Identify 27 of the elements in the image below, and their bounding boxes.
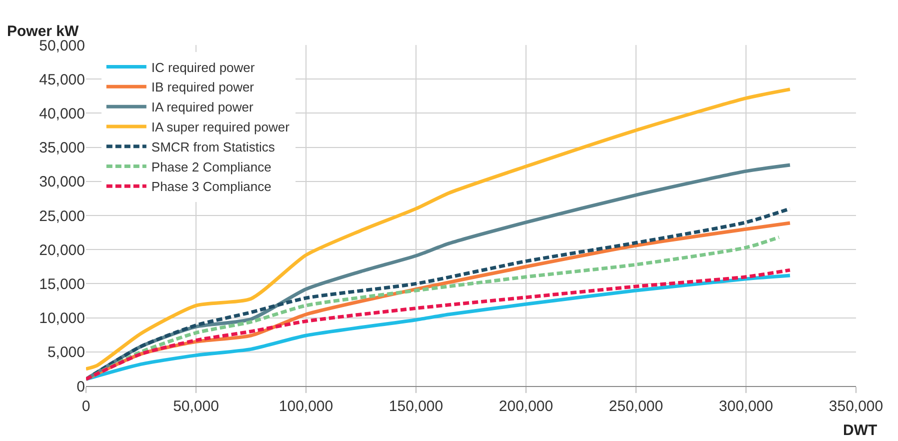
- x-tick-label: 50,000: [173, 398, 219, 415]
- legend-label: IA super required power: [151, 120, 290, 135]
- x-tick-label: 350,000: [828, 398, 884, 415]
- y-tick-label: 5,000: [47, 344, 85, 362]
- y-tick-label: 20,000: [39, 242, 85, 259]
- x-tick-label: 300,000: [718, 398, 774, 415]
- legend-label: IA required power: [151, 100, 254, 115]
- y-tick-label: 10,000: [39, 310, 85, 328]
- y-tick-label: 35,000: [39, 140, 85, 157]
- x-tick-label: 150,000: [388, 398, 444, 415]
- legend-label: IC required power: [151, 60, 256, 75]
- y-tick-label: 40,000: [39, 105, 85, 122]
- y-tick-label: 45,000: [39, 71, 85, 88]
- x-axis-title: DWT: [843, 422, 878, 439]
- x-tick-label: 200,000: [498, 398, 554, 415]
- legend-label: IB required power: [151, 80, 255, 95]
- y-tick-label: 50,000: [39, 37, 85, 54]
- y-tick-label: 15,000: [39, 276, 85, 293]
- y-tick-label: 0: [76, 378, 85, 396]
- y-axis-title: Power kW: [7, 23, 80, 40]
- x-tick-label: 250,000: [608, 398, 664, 415]
- legend-label: SMCR from Statistics: [151, 139, 276, 154]
- legend-label: Phase 2 Compliance: [151, 159, 272, 174]
- legend-label: Phase 3 Compliance: [151, 179, 272, 194]
- y-tick-label: 25,000: [39, 208, 85, 225]
- x-tick-label: 100,000: [278, 398, 334, 415]
- y-tick-label: 30,000: [39, 174, 85, 191]
